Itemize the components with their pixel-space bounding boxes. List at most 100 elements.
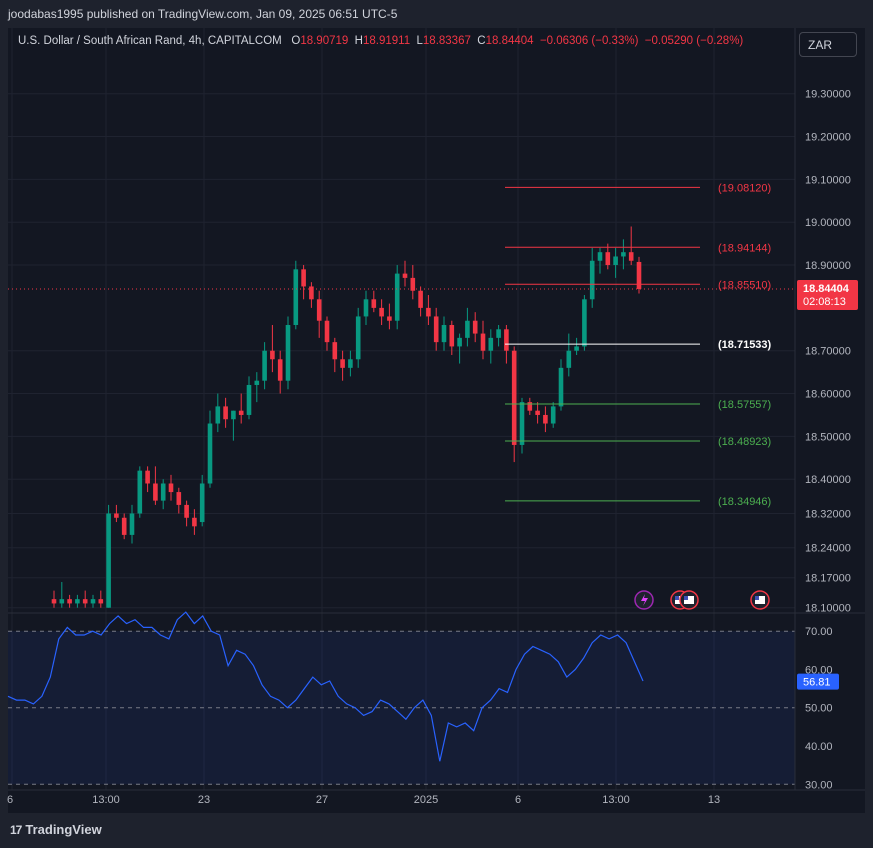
candle-body-15	[168, 483, 174, 493]
candle-body-9	[121, 517, 127, 535]
candle-body-16	[176, 492, 182, 505]
price-tick-6: 18.60000	[805, 389, 851, 401]
symbol-legend: U.S. Dollar / South African Rand, 4h, CA…	[18, 35, 743, 47]
candle-body-55	[480, 333, 486, 351]
current-price-value: 18.84404	[803, 283, 850, 295]
price-tick-9: 18.32000	[805, 508, 851, 520]
candle-body-68	[582, 299, 587, 347]
level-label-5: (18.48923)	[718, 436, 771, 448]
candle-body-10	[129, 513, 135, 535]
candle-body-62	[535, 410, 540, 415]
candle-body-70	[597, 252, 603, 261]
candle-body-22	[223, 406, 228, 420]
candle-body-8	[114, 513, 119, 518]
candle-body-54	[472, 320, 478, 334]
rsi-tick-3: 40.00	[805, 741, 833, 753]
price-tick-11: 18.17000	[805, 573, 851, 585]
candle-body-61	[527, 402, 533, 411]
candle-body-64	[550, 406, 556, 424]
level-label-3: (18.71533)	[718, 339, 772, 351]
candle-body-18	[192, 517, 197, 527]
candle-body-40	[363, 299, 369, 317]
us-flag-event-icon-2	[684, 596, 688, 600]
candle-body-39	[355, 316, 361, 360]
candle-body-73	[621, 252, 626, 257]
candle-body-26	[254, 380, 260, 385]
candle-body-49	[433, 316, 439, 343]
low-value: 18.83367	[422, 35, 471, 47]
candle-body-21	[215, 406, 221, 424]
candle-body-3	[75, 599, 80, 604]
tradingview-brand: TradingView	[25, 822, 102, 837]
time-tick-3: 27	[316, 794, 328, 806]
open-value: 18.90719	[300, 35, 349, 47]
candle-body-67	[574, 346, 579, 351]
time-tick-7: 13	[708, 794, 720, 806]
high-value: 18.91911	[362, 35, 411, 47]
candle-body-43	[387, 316, 392, 321]
top-bar: joodabas1995 published on TradingView.co…	[0, 0, 873, 28]
tradingview-logo-icon: 17	[10, 823, 22, 837]
candle-body-25	[246, 384, 252, 415]
price-tick-12: 18.10000	[805, 603, 851, 615]
high-label: H	[354, 35, 363, 47]
published-caption: joodabas1995 published on TradingView.co…	[8, 7, 398, 21]
level-label-2: (18.85510)	[718, 279, 771, 291]
candle-body-5	[90, 599, 96, 604]
price-tick-3: 19.00000	[805, 217, 851, 229]
candle-body-29	[277, 359, 283, 381]
candle-body-71	[605, 252, 611, 266]
time-tick-4: 2025	[414, 794, 438, 806]
candle-body-58	[504, 329, 509, 351]
footer	[0, 813, 873, 848]
candle-body-27	[262, 350, 267, 381]
candle-body-14	[160, 483, 166, 501]
close-label: C	[477, 35, 486, 47]
change-value-2: −0.05290 (−0.28%)	[644, 35, 744, 47]
us-flag-event-icon-2-field	[684, 596, 694, 604]
currency-button[interactable]: ZAR	[799, 32, 857, 57]
tradingview-logo[interactable]: 17 TradingView	[10, 822, 102, 837]
candle-body-66	[566, 350, 572, 368]
price-tick-2: 19.10000	[805, 174, 851, 186]
level-label-6: (18.34946)	[718, 496, 771, 508]
candle-body-74	[628, 252, 634, 261]
candle-body-37	[340, 359, 345, 368]
candle-body-4	[82, 599, 88, 604]
candle-body-69	[589, 260, 595, 300]
rsi-value-tag	[797, 673, 839, 690]
us-flag-event-icon-3	[755, 596, 759, 600]
candle-body-17	[184, 504, 189, 518]
candle-body-51	[449, 325, 455, 347]
level-label-4: (18.57557)	[718, 399, 771, 411]
price-tick-4: 18.90000	[805, 260, 851, 272]
candle-body-52	[457, 337, 462, 347]
candle-body-38	[348, 359, 353, 368]
candle-body-56	[488, 337, 494, 351]
candle-body-23	[231, 410, 236, 420]
candle-body-50	[441, 325, 447, 343]
candle-body-46	[410, 277, 416, 291]
symbol-title: U.S. Dollar / South African Rand, 4h, CA…	[18, 35, 282, 47]
candle-body-32	[301, 269, 306, 287]
candle-body-47	[418, 290, 423, 308]
candle-body-65	[558, 367, 564, 407]
chart-panel[interactable]	[8, 28, 865, 813]
price-tick-7: 18.50000	[805, 431, 851, 443]
candle-body-20	[207, 423, 213, 484]
rsi-tick-4: 30.00	[805, 779, 833, 791]
candle-body-28	[270, 350, 275, 360]
candle-body-36	[332, 342, 338, 360]
candle-body-63	[543, 414, 548, 424]
candle-body-19	[199, 483, 205, 523]
us-flag-event-icon-3-field	[755, 596, 765, 604]
candle-body-12	[145, 470, 150, 484]
candle-body-34	[316, 299, 322, 321]
candle-body-1	[59, 599, 65, 604]
candle-body-75	[636, 261, 642, 290]
level-label-0: (19.08120)	[718, 182, 771, 194]
candle-body-60	[519, 402, 525, 445]
candle-body-2	[67, 599, 72, 604]
open-label: O	[291, 35, 301, 47]
